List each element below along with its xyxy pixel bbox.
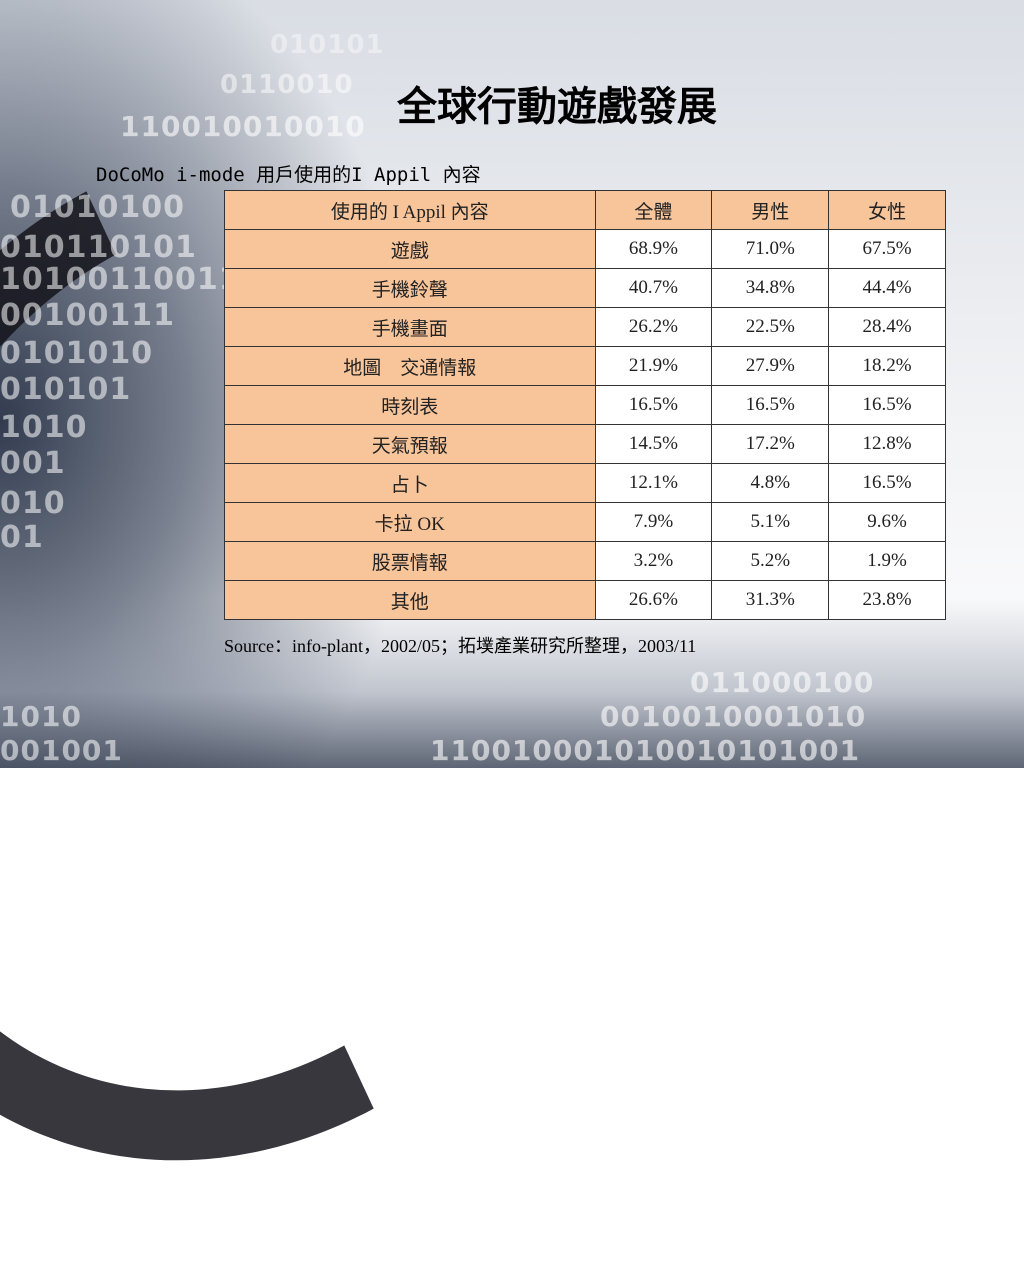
cell-male: 71.0% [711, 229, 830, 269]
cell-female: 18.2% [828, 346, 946, 386]
row-label: 遊戲 [224, 229, 596, 269]
table-row: 其他 26.6% 31.3% 23.8% [224, 580, 946, 620]
cell-all: 3.2% [594, 541, 713, 581]
cell-female: 44.4% [828, 268, 946, 308]
table-caption: DoCoMo i-mode 用戶使用的I Appil 內容 [96, 164, 481, 186]
cell-male: 5.1% [711, 502, 830, 542]
cell-all: 12.1% [594, 463, 713, 503]
row-label: 地圖 交通情報 [224, 346, 596, 386]
cell-all: 21.9% [594, 346, 713, 386]
header-all: 全體 [594, 190, 713, 230]
table-row: 股票情報 3.2% 5.2% 1.9% [224, 541, 946, 581]
table-row: 手機畫面 26.2% 22.5% 28.4% [224, 307, 946, 347]
table-header-row: 使用的 I Appil 內容 全體 男性 女性 [224, 190, 946, 230]
row-label: 手機畫面 [224, 307, 596, 347]
header-male: 男性 [711, 190, 830, 230]
row-label: 其他 [224, 580, 596, 620]
page-title: 全球行動遊戲發展 [397, 83, 717, 130]
cell-male: 27.9% [711, 346, 830, 386]
cell-all: 14.5% [594, 424, 713, 464]
usage-table: 使用的 I Appil 內容 全體 男性 女性 遊戲 68.9% 71.0% 6… [224, 190, 946, 620]
cell-male: 16.5% [711, 385, 830, 425]
cell-all: 16.5% [594, 385, 713, 425]
cell-all: 26.6% [594, 580, 713, 620]
row-label: 時刻表 [224, 385, 596, 425]
table-row: 卡拉 OK 7.9% 5.1% 9.6% [224, 502, 946, 542]
cell-all: 26.2% [594, 307, 713, 347]
cell-female: 16.5% [828, 463, 946, 503]
row-label: 天氣預報 [224, 424, 596, 464]
cell-female: 23.8% [828, 580, 946, 620]
cell-male: 34.8% [711, 268, 830, 308]
cell-female: 16.5% [828, 385, 946, 425]
table-row: 占卜 12.1% 4.8% 16.5% [224, 463, 946, 503]
row-label: 手機鈴聲 [224, 268, 596, 308]
cell-female: 1.9% [828, 541, 946, 581]
cell-all: 7.9% [594, 502, 713, 542]
table-row: 手機鈴聲 40.7% 34.8% 44.4% [224, 268, 946, 308]
source-note: Source：info-plant，2002/05；拓墣產業研究所整理，2003… [224, 636, 697, 656]
row-label: 占卜 [224, 463, 596, 503]
cell-female: 28.4% [828, 307, 946, 347]
cell-male: 22.5% [711, 307, 830, 347]
header-content: 使用的 I Appil 內容 [224, 190, 596, 230]
cell-male: 5.2% [711, 541, 830, 581]
row-label: 股票情報 [224, 541, 596, 581]
header-female: 女性 [828, 190, 946, 230]
cell-all: 68.9% [594, 229, 713, 269]
cell-male: 31.3% [711, 580, 830, 620]
cell-male: 4.8% [711, 463, 830, 503]
table-row: 遊戲 68.9% 71.0% 67.5% [224, 229, 946, 269]
background-bottom-band [0, 598, 1024, 768]
row-label: 卡拉 OK [224, 502, 596, 542]
cell-male: 17.2% [711, 424, 830, 464]
cell-female: 67.5% [828, 229, 946, 269]
table-row: 天氣預報 14.5% 17.2% 12.8% [224, 424, 946, 464]
cell-all: 40.7% [594, 268, 713, 308]
cell-female: 12.8% [828, 424, 946, 464]
cell-female: 9.6% [828, 502, 946, 542]
table-row: 時刻表 16.5% 16.5% 16.5% [224, 385, 946, 425]
table-row: 地圖 交通情報 21.9% 27.9% 18.2% [224, 346, 946, 386]
